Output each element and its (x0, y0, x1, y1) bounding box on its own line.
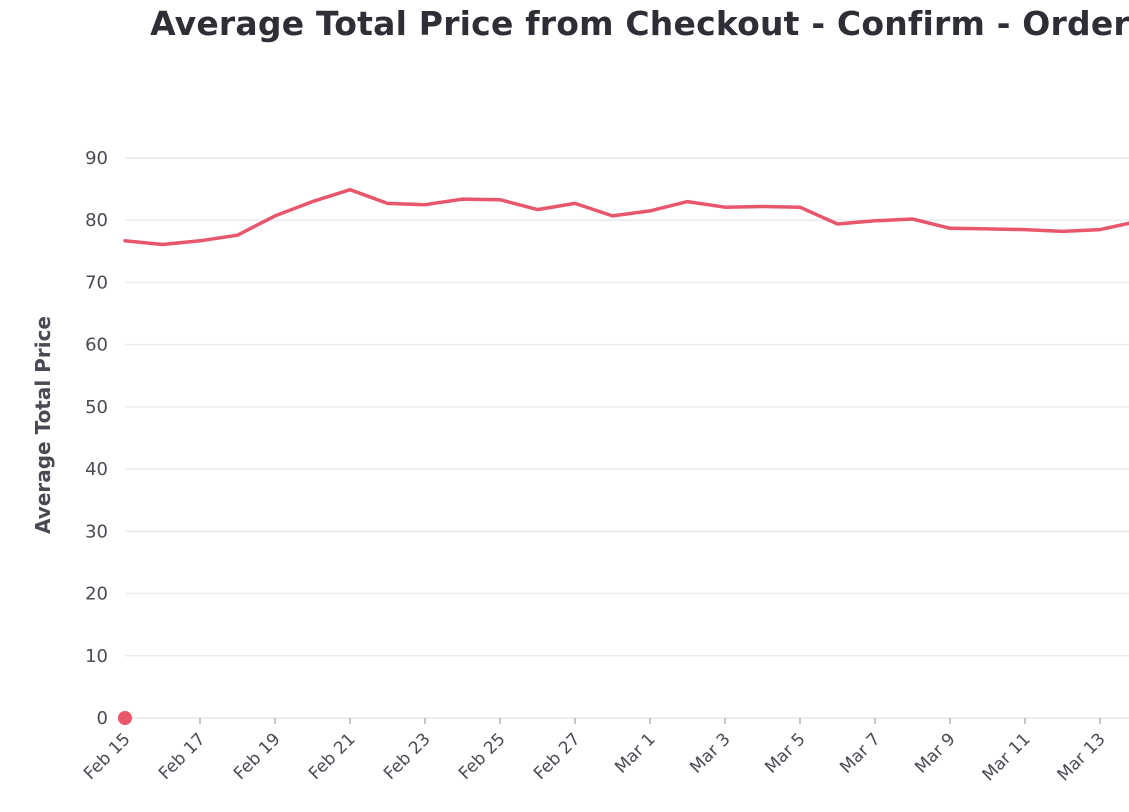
x-tick-label: Feb 21 (305, 729, 360, 784)
y-tick-label: 30 (85, 521, 108, 542)
x-tick-label: Mar 9 (911, 729, 959, 777)
y-tick-label: 70 (85, 272, 108, 293)
x-tick-label: Mar 3 (686, 729, 734, 777)
y-tick-label: 60 (85, 335, 108, 356)
x-tick-label: Feb 25 (455, 729, 510, 784)
series-line (123, 187, 1129, 247)
x-tick-label: Feb 17 (155, 729, 210, 784)
x-tick-label: Mar 7 (836, 729, 884, 777)
y-tick-label: 0 (97, 708, 108, 729)
y-tick-label: 10 (85, 646, 108, 667)
x-tick-label: Mar 13 (1054, 729, 1110, 785)
x-tick-label: Mar 1 (611, 729, 659, 777)
chart-title: Average Total Price from Checkout - Conf… (150, 4, 1129, 43)
y-axis-ticks: 0 10 20 30 40 50 60 70 80 90 (85, 148, 108, 729)
y-tick-label: 80 (85, 210, 108, 231)
x-tick-label: Feb 27 (530, 729, 585, 784)
x-tick-label: Feb 15 (80, 729, 135, 784)
y-tick-label: 40 (85, 459, 108, 480)
series-layer (118, 187, 1129, 725)
grid-lines (125, 157, 1129, 719)
data-point-marker (118, 711, 132, 725)
y-tick-label: 50 (85, 397, 108, 418)
x-tick-label: Feb 19 (230, 729, 285, 784)
y-tick-label: 20 (85, 584, 108, 605)
x-tick-label: Mar 11 (979, 729, 1035, 785)
x-tick-label: Mar 5 (761, 729, 809, 777)
y-axis-label: Average Total Price (31, 316, 55, 534)
x-tick-label: Feb 23 (380, 729, 435, 784)
y-tick-label: 90 (85, 148, 108, 169)
x-axis-ticks: Feb 15 Feb 17 Feb 19 Feb 21 Feb 23 Feb 25 Feb … (80, 718, 1110, 785)
